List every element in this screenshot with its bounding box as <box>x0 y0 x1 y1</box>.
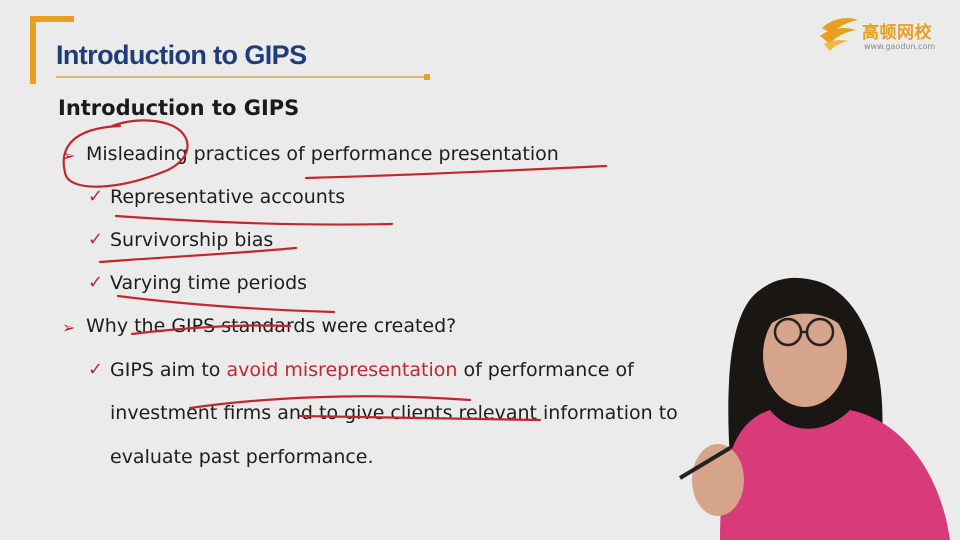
underline-annotation <box>114 214 394 226</box>
sub-bullet-survivorship-bias: Survivorship bias <box>110 229 274 251</box>
header-underline-end <box>424 74 430 80</box>
gips-aim-line-3: evaluate past performance. <box>110 446 374 468</box>
frame-corner-decoration <box>30 16 74 84</box>
arrow-bullet-icon: ➢ <box>62 318 76 337</box>
checkmark-icon: ✓ <box>88 272 104 293</box>
header-underline <box>56 76 426 78</box>
gips-aim-text-cont: of performance of <box>457 359 634 381</box>
underline-annotation <box>116 294 336 314</box>
sub-bullet-varying-time-periods: Varying time periods <box>110 272 308 294</box>
avoid-misrepresentation-highlight: avoid misrepresentation <box>226 359 458 381</box>
sub-bullet-gips-aim: GIPS aim to avoid misrepresentation of p… <box>110 359 634 381</box>
slide-header-title: Introduction to GIPS <box>56 40 307 70</box>
presenter-video <box>678 277 950 540</box>
section-heading: Introduction to GIPS <box>58 96 300 120</box>
checkmark-icon: ✓ <box>88 186 104 207</box>
sub-bullet-representative-accounts: Representative accounts <box>110 186 346 208</box>
arrow-bullet-icon: ➢ <box>62 146 76 165</box>
checkmark-icon: ✓ <box>88 229 104 250</box>
logo-bird-icon <box>820 18 858 51</box>
logo-name: 高顿网校 <box>862 23 932 43</box>
gips-aim-line-2: investment firms and to give clients rel… <box>110 402 678 424</box>
gaodun-logo: 高顿网校 www.gaodun.com <box>818 12 948 54</box>
underline-annotation <box>304 164 608 180</box>
bullet-why-gips-created: Why the GIPS standards were created? <box>86 315 457 337</box>
bullet-misleading-practices: Misleading practices of performance pres… <box>86 143 559 165</box>
gips-aim-text: GIPS aim to <box>110 359 227 381</box>
checkmark-icon: ✓ <box>88 359 104 380</box>
logo-url: www.gaodun.com <box>864 42 936 51</box>
